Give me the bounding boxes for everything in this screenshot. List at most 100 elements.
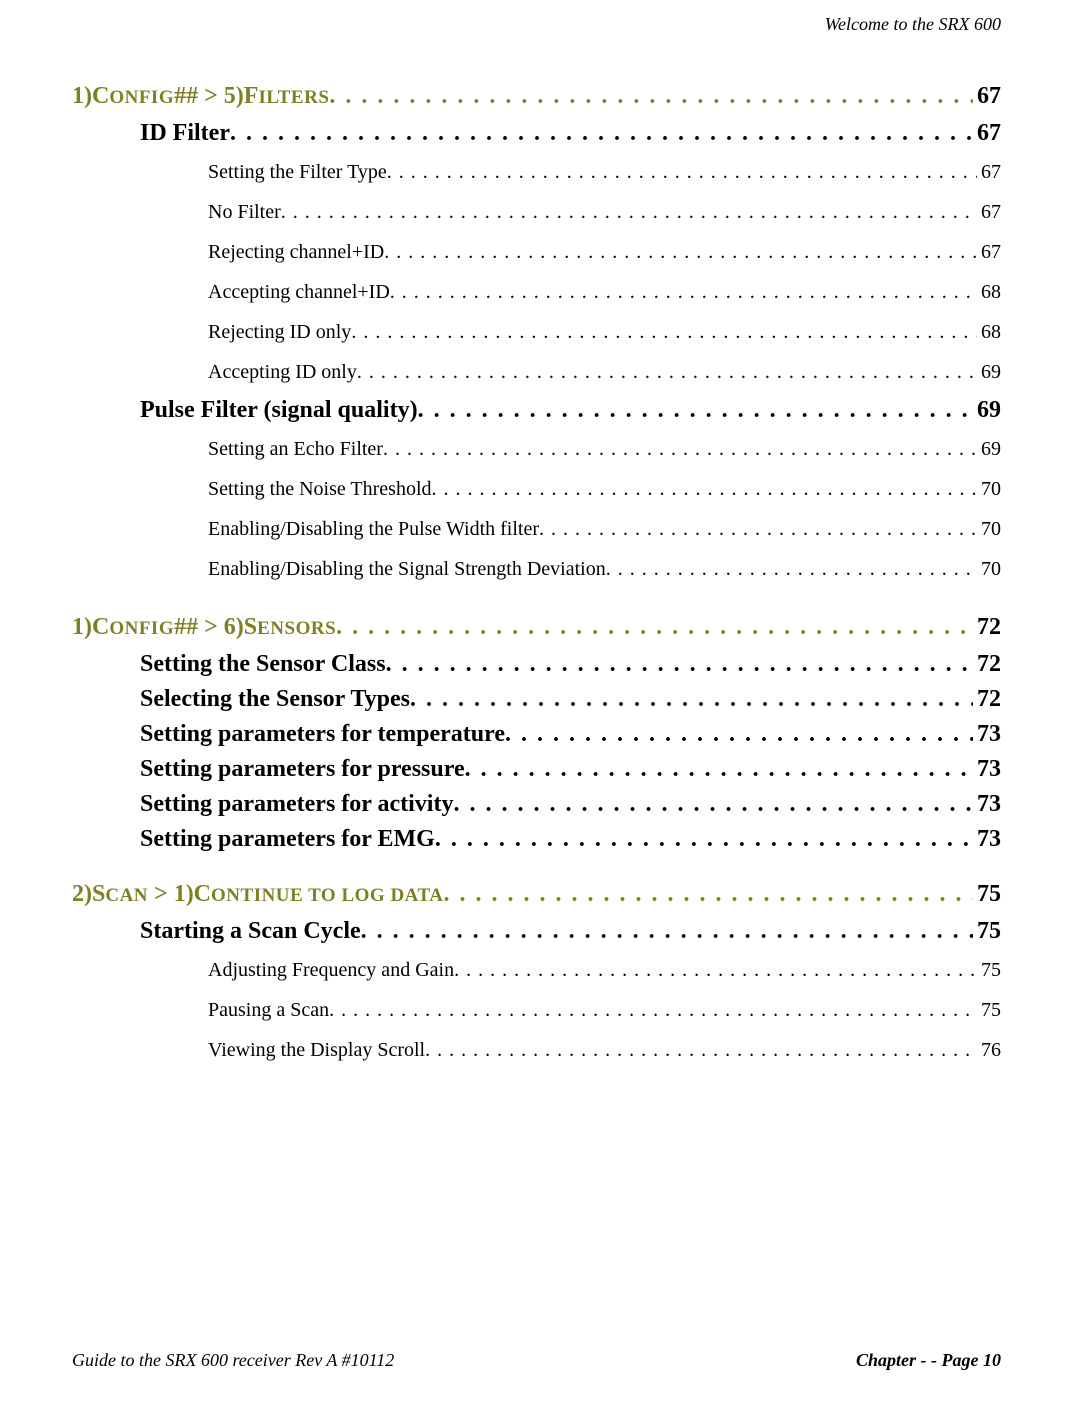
leader-dots	[329, 993, 977, 1027]
leader-dots	[387, 155, 977, 189]
toc-l3-2-0-2-label: Viewing the Display Scroll	[208, 1033, 425, 1067]
leader-dots	[386, 651, 973, 678]
leader-dots	[351, 315, 977, 349]
toc-l3-0-1-3-page: 70	[977, 552, 1001, 586]
toc-l3-0-0-3: Accepting channel+ID 68	[208, 275, 1001, 309]
toc-l2-1-0-page: 72	[973, 651, 1001, 678]
toc-l3-0-0-2: Rejecting channel+ID 67	[208, 235, 1001, 269]
toc-l3-0-0-5: Accepting ID only69	[208, 355, 1001, 389]
toc-l3-0-0-1-page: 67	[977, 195, 1001, 229]
leader-dots	[384, 235, 977, 269]
toc-l2-1-2-page: 73	[973, 721, 1001, 748]
footer-left: Guide to the SRX 600 receiver Rev A #101…	[72, 1350, 394, 1371]
toc-l3-0-0-1-label: No Filter	[208, 195, 281, 229]
toc-l3-0-0-4: Rejecting ID only 68	[208, 315, 1001, 349]
toc-l3-2-0-1-page: 75	[977, 993, 1001, 1027]
leader-dots	[425, 1033, 977, 1067]
leader-dots	[505, 721, 973, 748]
leader-dots	[418, 397, 973, 424]
toc-l3-0-1-3: Enabling/Disabling the Signal Strength D…	[208, 552, 1001, 586]
toc-l2-1-2: Setting parameters for temperature 73	[140, 721, 1001, 748]
toc-l3-0-1-1-label: Setting the Noise Threshold	[208, 472, 432, 506]
toc-l1-2-page: 75	[973, 881, 1001, 908]
toc-l3-0-1-0: Setting an Echo Filter 69	[208, 432, 1001, 466]
leader-dots	[606, 552, 977, 586]
toc-l3-0-0-5-label: Accepting ID only	[208, 355, 357, 389]
leader-dots	[230, 120, 973, 147]
page-footer: Guide to the SRX 600 receiver Rev A #101…	[72, 1350, 1001, 1371]
leader-dots	[410, 686, 973, 713]
leader-dots	[361, 918, 973, 945]
leader-dots	[357, 355, 977, 389]
toc-l2-1-3-page: 73	[973, 756, 1001, 783]
toc-l2-0-0-page: 67	[973, 120, 1001, 147]
leader-dots	[539, 512, 977, 546]
toc-l3-0-0-4-label: Rejecting ID only	[208, 315, 351, 349]
toc-l1-0-label: 1)CONFIG## > 5)FILTERS	[72, 83, 329, 110]
toc-l3-2-0-0: Adjusting Frequency and Gain 75	[208, 953, 1001, 987]
toc-l2-1-1-label: Selecting the Sensor Types	[140, 686, 410, 713]
page: Welcome to the SRX 600 1)CONFIG## > 5)FI…	[0, 0, 1073, 1409]
toc-l3-0-1-1: Setting the Noise Threshold 70	[208, 472, 1001, 506]
toc-l2-1-4-page: 73	[973, 791, 1001, 818]
toc-l1-0: 1)CONFIG## > 5)FILTERS 67	[72, 83, 1001, 110]
toc-l2-0-0: ID Filter 67	[140, 120, 1001, 147]
toc-l3-0-0-0-label: Setting the Filter Type	[208, 155, 387, 189]
toc-l3-2-0-2-page: 76	[977, 1033, 1001, 1067]
toc-l3-0-1-2-label: Enabling/Disabling the Pulse Width filte…	[208, 512, 539, 546]
leader-dots	[336, 614, 973, 641]
toc-l2-0-1-page: 69	[973, 397, 1001, 424]
toc-l2-1-4-label: Setting parameters for activity	[140, 791, 453, 818]
leader-dots	[432, 472, 978, 506]
toc-l2-1-2-label: Setting parameters for temperature	[140, 721, 505, 748]
toc-l1-1-page: 72	[973, 614, 1001, 641]
running-header: Welcome to the SRX 600	[72, 14, 1001, 35]
toc-l2-1-1: Selecting the Sensor Types 72	[140, 686, 1001, 713]
toc-l3-0-1-0-label: Setting an Echo Filter	[208, 432, 383, 466]
toc-l3-0-0-2-label: Rejecting channel+ID	[208, 235, 384, 269]
toc-l2-1-0-label: Setting the Sensor Class	[140, 651, 386, 678]
leader-dots	[281, 195, 977, 229]
toc-l2-2-0: Starting a Scan Cycle75	[140, 918, 1001, 945]
toc-l3-0-0-2-page: 67	[977, 235, 1001, 269]
toc-l3-0-0-3-label: Accepting channel+ID	[208, 275, 390, 309]
toc-l3-2-0-1: Pausing a Scan 75	[208, 993, 1001, 1027]
toc-content: 1)CONFIG## > 5)FILTERS 67 ID Filter 67 Setti…	[72, 83, 1001, 1067]
leader-dots	[435, 826, 973, 853]
toc-l2-1-4: Setting parameters for activity 73	[140, 791, 1001, 818]
toc-l3-0-0-4-page: 68	[977, 315, 1001, 349]
toc-l3-2-0-0-label: Adjusting Frequency and Gain	[208, 953, 454, 987]
toc-l3-0-1-2-page: 70	[977, 512, 1001, 546]
toc-l2-0-1-label: Pulse Filter (signal quality)	[140, 397, 418, 424]
toc-l2-2-0-label: Starting a Scan Cycle	[140, 918, 361, 945]
toc-l1-2-label: 2)SCAN > 1)CONTINUE TO LOG DATA	[72, 881, 443, 908]
toc-l1-2: 2)SCAN > 1)CONTINUE TO LOG DATA 75	[72, 881, 1001, 908]
toc-l3-0-0-3-page: 68	[977, 275, 1001, 309]
toc-l2-1-3-label: Setting parameters for pressure	[140, 756, 465, 783]
leader-dots	[465, 756, 973, 783]
toc-l2-1-3: Setting parameters for pressure 73	[140, 756, 1001, 783]
toc-l3-0-0-0-page: 67	[977, 155, 1001, 189]
toc-l3-2-0-1-label: Pausing a Scan	[208, 993, 329, 1027]
toc-l2-1-0: Setting the Sensor Class 72	[140, 651, 1001, 678]
leader-dots	[454, 953, 977, 987]
leader-dots	[390, 275, 977, 309]
toc-l3-2-0-2: Viewing the Display Scroll 76	[208, 1033, 1001, 1067]
footer-page-label: Chapter - - Page 10	[856, 1350, 1001, 1370]
footer-right: Chapter - - Page 10	[856, 1350, 1001, 1371]
toc-l2-1-5: Setting parameters for EMG 73	[140, 826, 1001, 853]
toc-l2-1-1-page: 72	[973, 686, 1001, 713]
toc-l2-1-5-label: Setting parameters for EMG	[140, 826, 435, 853]
toc-l1-1: 1)CONFIG## > 6)SENSORS 72	[72, 614, 1001, 641]
toc-l2-0-1: Pulse Filter (signal quality) 69	[140, 397, 1001, 424]
toc-l3-0-1-1-page: 70	[977, 472, 1001, 506]
toc-l2-0-0-label: ID Filter	[140, 120, 230, 147]
toc-l3-0-1-2: Enabling/Disabling the Pulse Width filte…	[208, 512, 1001, 546]
toc-l3-0-0-1: No Filter 67	[208, 195, 1001, 229]
toc-l3-2-0-0-page: 75	[977, 953, 1001, 987]
leader-dots	[453, 791, 973, 818]
toc-l1-0-page: 67	[973, 83, 1001, 110]
toc-l1-1-label: 1)CONFIG## > 6)SENSORS	[72, 614, 336, 641]
toc-l3-0-1-0-page: 69	[977, 432, 1001, 466]
toc-l2-1-5-page: 73	[973, 826, 1001, 853]
